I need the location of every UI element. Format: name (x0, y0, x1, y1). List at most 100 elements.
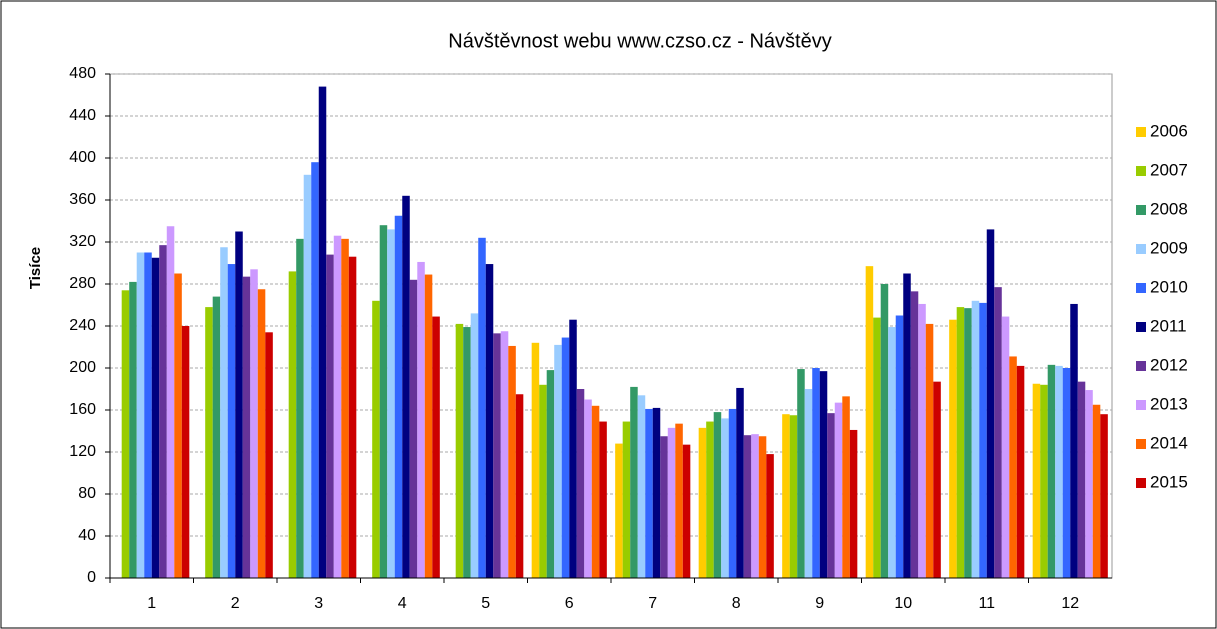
legend-label: 2008 (1150, 199, 1188, 218)
bar (212, 296, 221, 578)
x-tick-label: 9 (815, 595, 824, 612)
bar (758, 436, 767, 578)
bar (554, 344, 562, 578)
y-tick-label: 160 (69, 401, 96, 418)
legend-label: 2009 (1150, 238, 1188, 257)
bar (1092, 404, 1101, 578)
bar (265, 332, 273, 578)
x-tick-label: 4 (398, 595, 407, 612)
bar (1055, 365, 1063, 578)
bar (743, 435, 752, 578)
bar (789, 415, 798, 578)
legend-swatch (1136, 400, 1146, 410)
bar (432, 316, 440, 578)
bar (318, 86, 327, 578)
x-tick-label: 10 (894, 595, 912, 612)
y-tick-label: 440 (69, 107, 96, 124)
bar (721, 418, 729, 578)
bar (986, 229, 995, 578)
bar (181, 326, 190, 578)
bar (615, 443, 623, 578)
bar (333, 235, 342, 578)
bar (956, 307, 965, 578)
bar (387, 229, 395, 578)
bar (348, 256, 357, 578)
bar (645, 408, 653, 578)
y-tick-label: 0 (87, 569, 96, 586)
bar (873, 317, 881, 578)
legend-label: 2015 (1150, 472, 1188, 491)
bar (728, 408, 737, 578)
y-axis-label: Tisíce (27, 247, 44, 289)
bar (584, 399, 592, 578)
bar (698, 427, 707, 578)
bar (622, 421, 631, 578)
x-tick-label: 2 (231, 595, 240, 612)
legend-swatch (1136, 439, 1146, 449)
bar (1016, 365, 1025, 578)
bar (409, 279, 418, 578)
bar (751, 434, 759, 578)
bar (205, 307, 213, 578)
bar (402, 195, 410, 579)
legend-swatch (1136, 361, 1146, 371)
legend-swatch (1136, 283, 1146, 293)
bar (1001, 316, 1010, 578)
y-tick-label: 120 (69, 443, 96, 460)
bar (515, 394, 524, 578)
legend-label: 2011 (1150, 316, 1187, 335)
bar (394, 215, 403, 578)
y-tick-label: 80 (78, 485, 96, 502)
bar (994, 287, 1002, 578)
bar (819, 371, 828, 578)
bar (865, 266, 874, 578)
bar (470, 313, 479, 578)
bar (599, 421, 607, 578)
x-tick-label: 7 (648, 595, 657, 612)
bar (485, 264, 494, 578)
bar (508, 345, 516, 578)
bar (888, 327, 896, 578)
bar (812, 368, 820, 578)
bar (257, 289, 266, 578)
bar (1009, 356, 1017, 578)
bar (478, 237, 486, 579)
legend-label: 2014 (1150, 433, 1188, 452)
bar (903, 273, 911, 578)
bar (227, 264, 236, 578)
bar (804, 389, 813, 578)
bar (910, 291, 919, 578)
bar (652, 407, 661, 578)
x-tick-label: 3 (314, 595, 323, 612)
legend-label: 2013 (1150, 394, 1188, 413)
x-tick-label: 5 (481, 595, 490, 612)
bar (1040, 384, 1048, 578)
bar (417, 261, 425, 578)
bar (660, 436, 668, 578)
bar (1070, 303, 1078, 578)
bar (121, 290, 130, 578)
bar (129, 281, 137, 578)
legend-swatch (1136, 127, 1146, 137)
bar (144, 252, 152, 578)
bar (1047, 364, 1056, 578)
y-tick-label: 360 (69, 191, 96, 208)
bar (849, 429, 858, 578)
bar (341, 238, 349, 578)
bar (797, 369, 805, 578)
bar (667, 427, 676, 578)
bar (880, 284, 889, 578)
legend-swatch (1136, 205, 1146, 215)
x-tick-label: 12 (1061, 595, 1079, 612)
bar (766, 454, 774, 578)
x-tick-label: 1 (147, 595, 156, 612)
legend-label: 2006 (1150, 121, 1188, 140)
legend-label: 2007 (1150, 160, 1188, 179)
bar (174, 273, 182, 578)
bar (539, 384, 547, 578)
bar (379, 225, 388, 578)
bar (1062, 368, 1071, 578)
legend-swatch (1136, 478, 1146, 488)
bar (242, 276, 251, 578)
